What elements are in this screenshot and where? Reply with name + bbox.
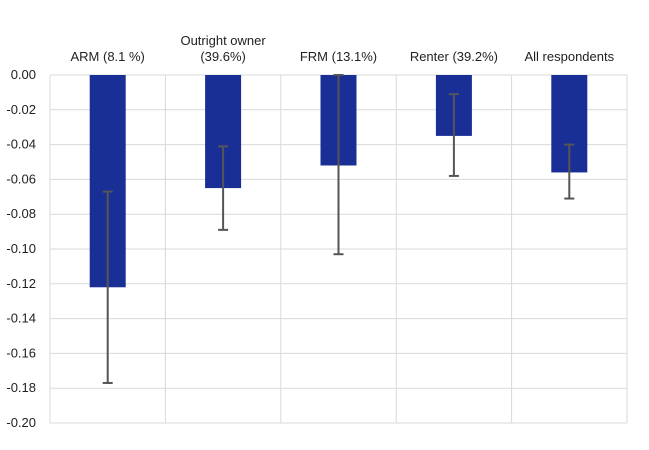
error-bar (102, 190, 113, 384)
y-tick-label: -0.18 (6, 380, 36, 395)
category-label: Renter (39.2%) (410, 49, 498, 64)
error-bar (218, 145, 229, 231)
category-label: Outright owner (180, 33, 266, 48)
y-tick-label: -0.12 (6, 276, 36, 291)
y-tick-label: -0.14 (6, 311, 36, 326)
category-label: ARM (8.1 %) (70, 49, 144, 64)
y-tick-label: -0.02 (6, 102, 36, 117)
y-tick-label: -0.08 (6, 206, 36, 221)
error-bar (333, 74, 344, 256)
y-tick-label: -0.04 (6, 137, 36, 152)
category-label: All respondents (524, 49, 614, 64)
error-bar (564, 143, 575, 200)
category-label: FRM (13.1%) (300, 49, 377, 64)
error-bar (448, 93, 459, 177)
y-axis-ticks: 0.00 -0.02 -0.04 -0.06 -0.08 -0.10 -0.12 -0.14 -… (6, 67, 36, 430)
y-tick-label: 0.00 (11, 67, 36, 82)
error-bars (102, 74, 575, 384)
y-tick-label: -0.06 (6, 171, 36, 186)
y-tick-label: -0.20 (6, 415, 36, 430)
category-label: (39.6%) (200, 49, 246, 64)
category-labels: ARM (8.1 %) Outright owner(39.6%) FRM (13.… (70, 33, 614, 64)
y-tick-label: -0.16 (6, 345, 36, 360)
y-tick-label: -0.10 (6, 241, 36, 256)
